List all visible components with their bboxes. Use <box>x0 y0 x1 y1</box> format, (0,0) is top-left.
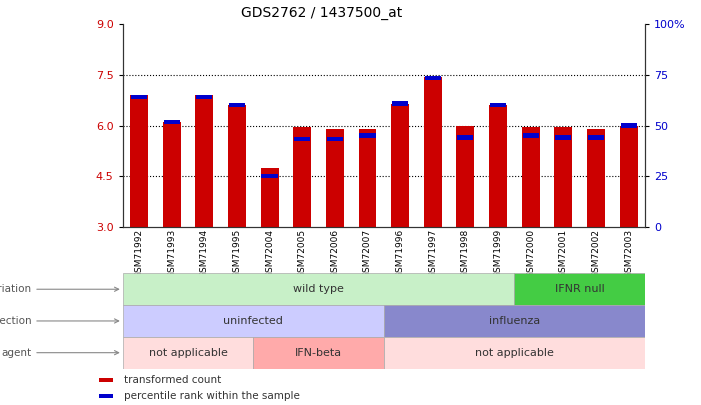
Bar <box>228 105 246 227</box>
Text: GSM71995: GSM71995 <box>233 229 241 278</box>
Bar <box>196 95 212 99</box>
Text: GSM72001: GSM72001 <box>559 229 568 278</box>
Bar <box>358 129 376 227</box>
Text: GSM71997: GSM71997 <box>428 229 437 278</box>
Text: GSM71994: GSM71994 <box>200 229 209 278</box>
Bar <box>196 95 213 227</box>
Bar <box>261 174 278 178</box>
Title: GDS2762 / 1437500_at: GDS2762 / 1437500_at <box>240 6 402 21</box>
Bar <box>489 105 507 227</box>
Text: genotype/variation: genotype/variation <box>0 284 118 294</box>
Bar <box>391 104 409 227</box>
Text: GSM71998: GSM71998 <box>461 229 470 278</box>
Bar <box>515 273 645 305</box>
Text: wild type: wild type <box>293 284 344 294</box>
Bar <box>293 127 311 227</box>
Bar <box>554 127 572 227</box>
Bar <box>261 168 278 227</box>
Text: percentile rank within the sample: percentile rank within the sample <box>124 391 300 401</box>
Bar <box>523 134 539 138</box>
Bar <box>588 135 604 140</box>
Bar <box>384 305 645 337</box>
Bar <box>360 134 376 138</box>
Text: GSM72003: GSM72003 <box>624 229 633 278</box>
Bar <box>163 120 179 124</box>
Text: influenza: influenza <box>489 316 540 326</box>
Text: transformed count: transformed count <box>124 375 221 385</box>
Text: infection: infection <box>0 316 118 326</box>
Bar <box>327 137 343 141</box>
Bar <box>392 101 408 106</box>
Bar <box>326 129 343 227</box>
Text: GSM72002: GSM72002 <box>592 229 601 278</box>
Bar <box>123 305 384 337</box>
Text: not applicable: not applicable <box>475 347 554 358</box>
Bar <box>490 103 506 107</box>
Text: GSM71992: GSM71992 <box>135 229 144 278</box>
Text: uninfected: uninfected <box>224 316 283 326</box>
Text: GSM71996: GSM71996 <box>395 229 404 278</box>
Text: GSM71999: GSM71999 <box>494 229 503 278</box>
Text: GSM72007: GSM72007 <box>363 229 372 278</box>
Text: GSM72006: GSM72006 <box>330 229 339 278</box>
Bar <box>123 337 253 369</box>
Bar <box>229 103 245 107</box>
Text: IFN-beta: IFN-beta <box>295 347 342 358</box>
Bar <box>131 95 147 99</box>
Bar <box>555 135 571 140</box>
Bar <box>130 95 148 227</box>
Text: GSM72004: GSM72004 <box>265 229 274 278</box>
Bar <box>424 77 442 227</box>
Bar <box>620 126 638 227</box>
Bar <box>99 378 113 382</box>
Bar <box>425 76 441 81</box>
Text: not applicable: not applicable <box>149 347 227 358</box>
Bar <box>253 337 384 369</box>
Bar <box>99 394 113 398</box>
Text: agent: agent <box>1 347 118 358</box>
Text: IFNR null: IFNR null <box>554 284 604 294</box>
Text: GSM71993: GSM71993 <box>167 229 176 278</box>
Bar <box>457 135 473 140</box>
Text: GSM72005: GSM72005 <box>298 229 307 278</box>
Bar <box>587 129 605 227</box>
Bar <box>522 127 540 227</box>
Bar <box>384 337 645 369</box>
Bar <box>620 124 637 128</box>
Bar <box>163 122 181 227</box>
Text: GSM72000: GSM72000 <box>526 229 535 278</box>
Bar <box>456 126 475 227</box>
Bar <box>294 137 311 141</box>
Bar <box>123 273 515 305</box>
